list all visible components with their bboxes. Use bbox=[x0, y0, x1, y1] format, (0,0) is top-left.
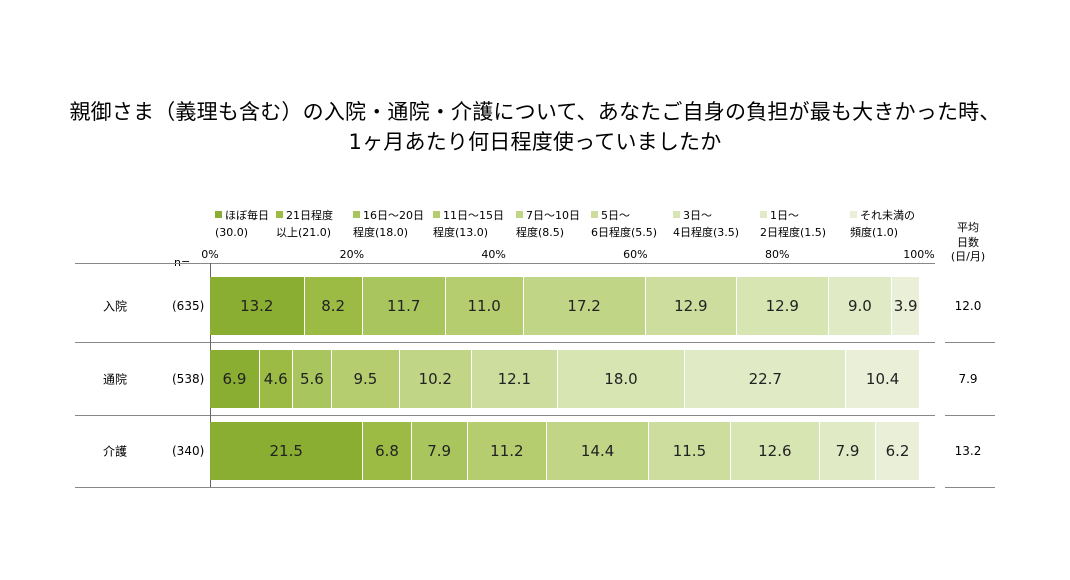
legend-label: 21日程度 bbox=[286, 209, 333, 222]
row-divider bbox=[945, 487, 995, 488]
legend-label: 1日～ bbox=[770, 209, 799, 222]
legend-item: 3日～ 4日程度(3.5) bbox=[673, 207, 739, 241]
legend-label-detail: 6日程度(5.5) bbox=[591, 226, 658, 239]
average-days-header: 平均 日数 (日/月) bbox=[946, 221, 990, 265]
legend-label: 11日～15日 bbox=[443, 209, 504, 222]
legend-swatch bbox=[353, 211, 360, 218]
legend-label: 5日～ bbox=[601, 209, 630, 222]
average-header-line-3: (日/月) bbox=[950, 250, 986, 263]
n-label: n= bbox=[174, 256, 191, 269]
category-label: 通院 bbox=[103, 372, 128, 387]
x-tick-label: 40% bbox=[481, 248, 506, 261]
category-label: 介護 bbox=[103, 444, 128, 459]
legend-label: ほぼ毎日 bbox=[225, 209, 269, 222]
legend-swatch bbox=[215, 211, 222, 218]
average-days-value: 7.9 bbox=[958, 372, 978, 386]
legend-label-detail: 2日程度(1.5) bbox=[760, 226, 827, 239]
bar-segment: 18.0 bbox=[556, 350, 685, 408]
legend-label-detail: 以上(21.0) bbox=[276, 226, 332, 239]
legend-label-detail: 頻度(1.0) bbox=[850, 226, 899, 239]
bar-segment: 11.2 bbox=[466, 422, 547, 480]
bar-segment: 4.6 bbox=[258, 350, 292, 408]
row-divider bbox=[75, 415, 935, 416]
legend-item: 21日程度以上(21.0) bbox=[276, 207, 333, 241]
legend-swatch bbox=[591, 211, 598, 218]
sample-size: (538) bbox=[172, 372, 205, 386]
bar-segment: 11.5 bbox=[648, 422, 730, 480]
bar-segment: 21.5 bbox=[210, 422, 363, 480]
chart-title-line-2: 1ヶ月あたり何日程度使っていましたか bbox=[348, 130, 722, 154]
legend-label-detail: (30.0) bbox=[215, 226, 249, 239]
average-days-value: 12.0 bbox=[954, 299, 982, 313]
legend-swatch bbox=[433, 211, 440, 218]
bar-segment: 3.9 bbox=[891, 277, 919, 335]
row-divider bbox=[75, 487, 935, 488]
legend-label: それ未満の bbox=[860, 209, 915, 222]
x-tick-label: 0% bbox=[201, 248, 219, 261]
legend-label: 7日～10日 bbox=[526, 209, 580, 222]
sample-size: (340) bbox=[172, 444, 205, 458]
bar-segment: 9.5 bbox=[331, 350, 399, 408]
bar-segment: 14.4 bbox=[546, 422, 649, 480]
legend-swatch bbox=[516, 211, 523, 218]
average-days-value: 13.2 bbox=[954, 444, 982, 458]
bar-segment: 7.9 bbox=[819, 422, 876, 480]
legend-item: それ未満の頻度(1.0) bbox=[850, 207, 915, 241]
bar-segment: 5.6 bbox=[291, 350, 332, 408]
average-header-line-1: 平均 bbox=[957, 221, 979, 234]
bar-segment: 6.2 bbox=[875, 422, 919, 480]
category-label: 入院 bbox=[103, 299, 128, 314]
row-divider bbox=[75, 263, 935, 264]
bar-segment: 12.1 bbox=[470, 350, 557, 408]
bar-segment: 10.2 bbox=[398, 350, 471, 408]
x-tick-label: 60% bbox=[623, 248, 648, 261]
legend-item: 16日～20日程度(18.0) bbox=[353, 207, 424, 241]
average-header-line-2: 日数 bbox=[957, 235, 979, 249]
bar-segment: 8.2 bbox=[303, 277, 362, 335]
x-tick-label: 100% bbox=[903, 248, 935, 261]
bar-segment: 12.9 bbox=[736, 277, 828, 335]
chart-title-line-1: 親御さま（義理も含む）の入院・通院・介護について、あなたご自身の負担が最も大きか… bbox=[69, 100, 1001, 124]
bar-segment: 17.2 bbox=[522, 277, 645, 335]
legend-label: 16日～20日 bbox=[363, 209, 424, 222]
row-divider bbox=[75, 342, 935, 343]
legend-item: 11日～15日程度(13.0) bbox=[433, 207, 504, 241]
bar-segment: 10.4 bbox=[845, 350, 919, 408]
bar-segment: 12.6 bbox=[729, 422, 820, 480]
legend-label: 3日～ bbox=[683, 209, 712, 222]
legend-label-detail: 程度(18.0) bbox=[353, 226, 409, 239]
legend-swatch bbox=[760, 211, 767, 218]
legend-item: 1日～ 2日程度(1.5) bbox=[760, 207, 826, 241]
legend-swatch bbox=[673, 211, 680, 218]
legend-item: 5日～ 6日程度(5.5) bbox=[591, 207, 657, 241]
legend-swatch bbox=[850, 211, 857, 218]
legend-swatch bbox=[276, 211, 283, 218]
bar-segment: 11.0 bbox=[444, 277, 523, 335]
sample-size: (635) bbox=[172, 299, 205, 313]
legend-item: ほぼ毎日 (30.0) bbox=[215, 207, 269, 241]
legend-label-detail: 4日程度(3.5) bbox=[673, 226, 740, 239]
legend-label-detail: 程度(13.0) bbox=[433, 226, 489, 239]
bar-segment: 9.0 bbox=[827, 277, 892, 335]
bar-segment: 13.2 bbox=[210, 277, 304, 335]
x-tick-label: 80% bbox=[764, 248, 790, 261]
legend-item: 7日～10日程度(8.5) bbox=[516, 207, 580, 241]
bar-segment: 7.9 bbox=[410, 422, 467, 480]
x-tick-label: 20% bbox=[339, 248, 365, 261]
bar-segment: 6.9 bbox=[210, 350, 259, 408]
bar-segment: 22.7 bbox=[684, 350, 846, 408]
bar-segment: 6.8 bbox=[362, 422, 411, 480]
bar-segment: 11.7 bbox=[361, 277, 445, 335]
bar-segment: 12.9 bbox=[644, 277, 737, 335]
row-divider bbox=[945, 342, 995, 343]
legend-label-detail: 程度(8.5) bbox=[516, 226, 565, 239]
row-divider bbox=[945, 415, 995, 416]
